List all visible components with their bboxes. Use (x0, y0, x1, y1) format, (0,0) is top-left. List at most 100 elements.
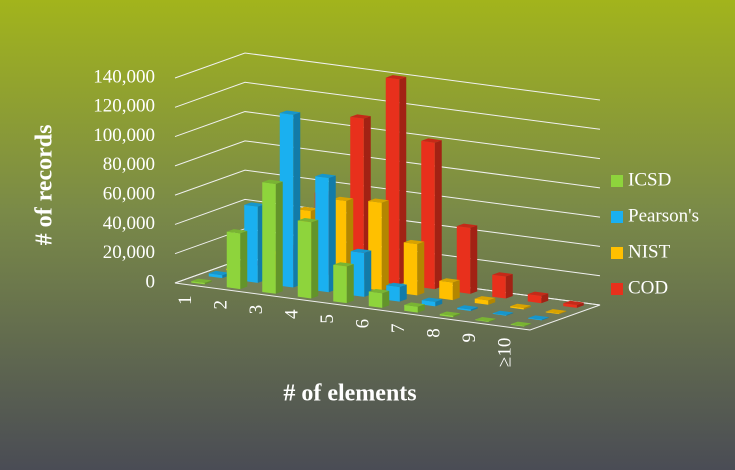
bar (385, 75, 407, 285)
bar-front (510, 306, 524, 310)
bar-front (403, 242, 418, 296)
x-tick-label: ≥10 (495, 338, 516, 367)
y-tick-label: 140,000 (93, 66, 155, 87)
x-tick-label: 6 (353, 319, 374, 329)
legend-label: Pearson's (628, 205, 699, 226)
x-tick-label: 8 (424, 328, 445, 338)
bar (403, 239, 425, 296)
x-tick-label: 7 (388, 324, 409, 334)
bar-side (240, 230, 248, 290)
bar-front (439, 314, 454, 318)
bar-side (275, 181, 283, 294)
bar-top (208, 270, 230, 276)
bar-side (488, 318, 496, 322)
bar (492, 272, 513, 299)
bar-side (382, 290, 390, 308)
bar (191, 278, 212, 285)
bar-top (244, 202, 265, 207)
x-tick-label: 3 (246, 305, 267, 315)
bar-top (474, 296, 496, 301)
grid-line (174, 111, 601, 160)
bar-front (474, 298, 489, 305)
bar-side (417, 304, 425, 313)
bar-front (386, 285, 400, 302)
grid-line (174, 169, 601, 218)
bar-front (527, 294, 542, 304)
bar-top (457, 305, 478, 310)
bar-top (297, 206, 318, 211)
bar-side (523, 305, 531, 310)
bar-top (404, 302, 425, 307)
bar (262, 179, 283, 294)
bar-top (350, 248, 372, 253)
y-tick-label: 120,000 (93, 96, 155, 117)
bar-side (506, 312, 514, 316)
x-tick-label: 4 (282, 309, 303, 319)
bar-front (368, 201, 382, 291)
x-tick-label: 1 (175, 295, 196, 305)
legend-label: NIST (628, 241, 671, 262)
bar-top (368, 288, 390, 294)
x-tick-label: 2 (211, 300, 232, 310)
y-tick-label: 60,000 (103, 184, 155, 205)
bar-top (333, 262, 354, 267)
bar-top (279, 110, 301, 115)
bar-side (541, 317, 549, 321)
bar-side (524, 323, 532, 327)
bar (279, 110, 301, 288)
bar-front (457, 307, 471, 312)
bar (297, 218, 319, 299)
bar-front (456, 226, 471, 294)
bar-top (439, 311, 461, 316)
x-tick-label: 5 (317, 314, 338, 324)
bar (350, 248, 372, 297)
bar-top (403, 239, 425, 245)
bar (421, 297, 443, 307)
bar (528, 315, 549, 321)
bar-side (364, 250, 372, 297)
bar-top (421, 297, 443, 302)
bar-side (434, 140, 442, 290)
grid-line (174, 140, 601, 189)
y-axis-title: # of records (32, 125, 58, 246)
bar-front (333, 264, 347, 304)
bar (439, 311, 461, 318)
bar-side (541, 293, 549, 304)
bar-side (417, 241, 425, 296)
legend-swatch (611, 211, 623, 223)
bar-front (404, 304, 418, 313)
bar-front (492, 313, 507, 316)
bar (386, 282, 407, 302)
bar-top (262, 179, 283, 184)
bar-top (226, 229, 248, 234)
bar (368, 288, 390, 308)
bar-front (244, 204, 258, 283)
bar-top (315, 173, 336, 179)
bar (457, 305, 478, 312)
bar-front (421, 140, 435, 290)
bar-top (510, 321, 532, 326)
bar-top (527, 291, 549, 296)
legend-swatch (611, 283, 623, 295)
x-tick-label: 9 (459, 333, 480, 343)
bar (226, 229, 248, 290)
bar-side (470, 225, 478, 294)
bar (563, 300, 584, 308)
bar (527, 291, 549, 304)
bar-top (492, 310, 514, 315)
y-tick-label: 20,000 (103, 242, 155, 263)
bar-top (385, 75, 407, 80)
bar-front (208, 273, 223, 279)
bar-side (470, 307, 478, 312)
bar-side (399, 76, 407, 285)
bar-front (475, 319, 489, 322)
bar-side (453, 313, 461, 318)
bar-side (346, 264, 354, 304)
bar (333, 262, 354, 304)
grid-line (174, 52, 601, 101)
bar-side (311, 219, 319, 299)
bar (368, 198, 389, 291)
y-tick-label: 0 (146, 271, 156, 292)
bar-side (452, 279, 460, 301)
bar-front (191, 281, 205, 285)
